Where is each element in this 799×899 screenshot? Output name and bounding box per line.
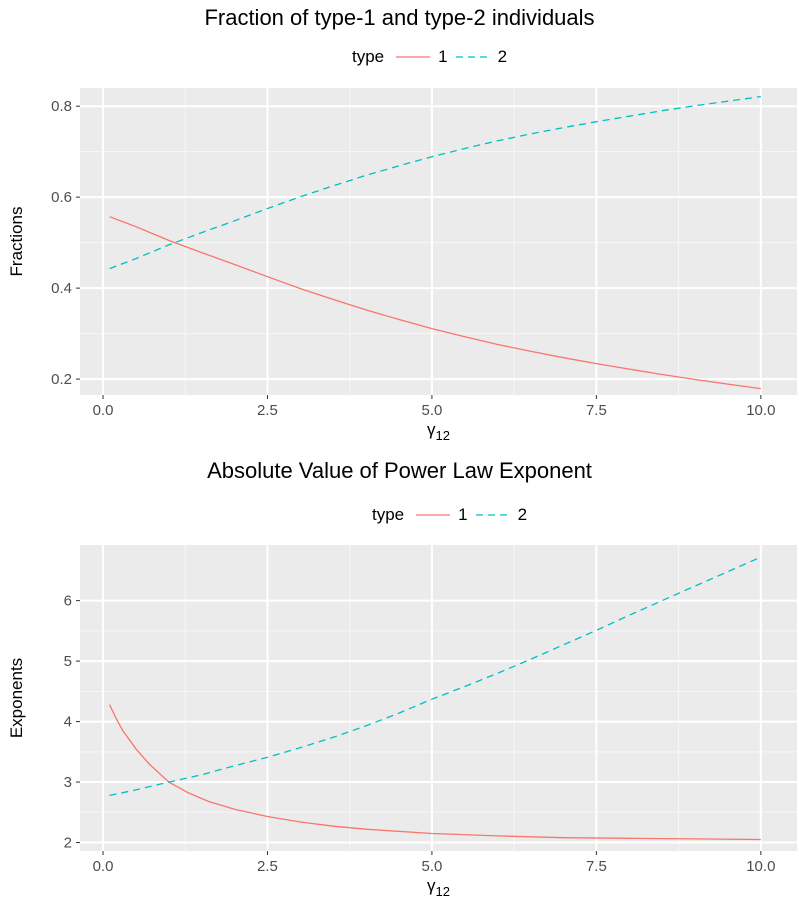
chart-plot: 0.0 2.5 5.0 7.5 10.0 2 3 4 5 6 γ12 Exponents	[7, 545, 797, 899]
legend-key-dashed	[454, 46, 492, 68]
y-tick-label: 6	[64, 593, 72, 610]
series-line-1	[109, 216, 761, 390]
x-tick-label: 10.0	[746, 858, 775, 875]
y-axis-label: Exponents	[7, 658, 26, 738]
x-tick-label: 7.5	[586, 402, 607, 419]
y-tick-label: 5	[64, 653, 72, 670]
legend-title: type	[372, 505, 405, 524]
y-tick-label: 3	[64, 774, 72, 791]
plot-background	[80, 545, 797, 851]
legend-title: type	[352, 47, 385, 66]
x-axis-label: γ12	[427, 420, 450, 443]
x-tick-label: 5.0	[421, 402, 442, 419]
legend: type 1 2	[0, 504, 799, 534]
legend-label: 1	[458, 505, 468, 524]
y-tick-label: 0.6	[51, 189, 72, 206]
chart-plot: 0.0 2.5 5.0 7.5 10.0 0.2 0.4 0.6 0.8 γ12 Fractions	[7, 88, 797, 443]
x-axis-label: γ12	[427, 876, 450, 899]
x-tick-label: 0.0	[93, 402, 114, 419]
chart-1: Fraction of type-1 and type-2 individual…	[0, 5, 799, 443]
x-tick-label: 2.5	[257, 858, 278, 875]
chart-2: Absolute Value of Power Law Exponent typ…	[0, 450, 799, 899]
y-tick-label: 0.4	[51, 280, 72, 297]
chart-title: Absolute Value of Power Law Exponent	[207, 458, 592, 483]
legend: type 1 2	[0, 46, 799, 76]
x-tick-label: 2.5	[257, 402, 278, 419]
x-tick-label: 0.0	[93, 858, 114, 875]
series-line-2	[109, 556, 762, 797]
legend-key-solid	[414, 504, 452, 526]
legend-label: 2	[517, 505, 528, 524]
x-tick-label: 5.0	[421, 858, 442, 875]
y-tick-label: 0.8	[51, 98, 72, 115]
y-tick-label: 4	[64, 714, 72, 731]
chart-title: Fraction of type-1 and type-2 individual…	[204, 5, 595, 30]
y-tick-label: 0.2	[51, 371, 72, 388]
y-axis-label: Fractions	[7, 207, 26, 277]
legend-label: 1	[438, 47, 448, 66]
y-tick-label: 2	[64, 835, 72, 852]
series-line-1	[109, 704, 761, 841]
plot-background	[80, 88, 797, 395]
x-tick-label: 10.0	[746, 402, 775, 419]
legend-key-solid	[394, 46, 432, 68]
legend-key-dashed	[474, 504, 512, 526]
legend-label: 2	[497, 47, 508, 66]
x-tick-label: 7.5	[586, 858, 607, 875]
series-line-2	[109, 95, 761, 270]
